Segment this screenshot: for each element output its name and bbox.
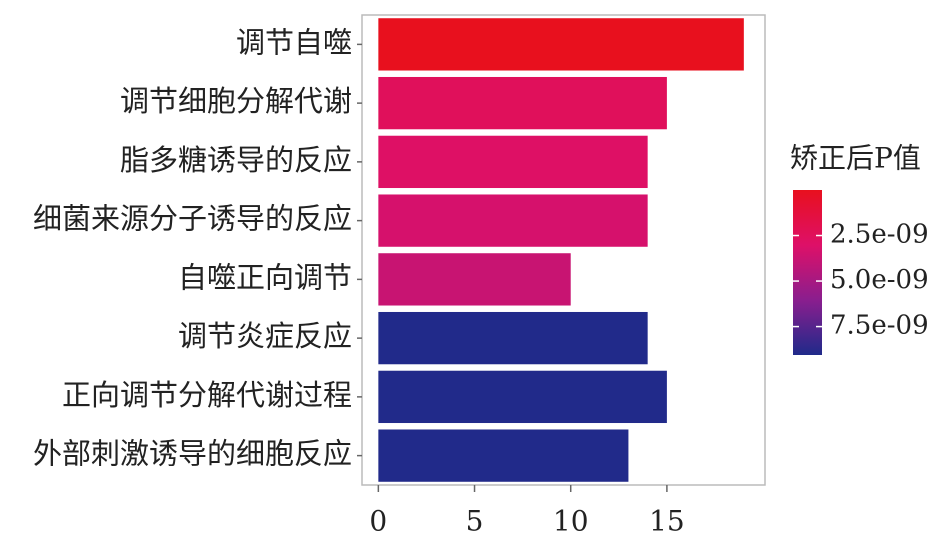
colorbar: [793, 190, 822, 355]
bar: [378, 194, 648, 247]
legend-title: 矫正后P值: [790, 142, 921, 175]
bar: [378, 135, 648, 189]
x-tick-label: 0: [369, 505, 387, 538]
colorbar-tick-label: 5.0e-09: [830, 265, 929, 295]
y-tick-label: 脂多糖诱导的反应: [120, 143, 352, 177]
x-tick-label: 10: [553, 505, 589, 538]
bar: [378, 311, 648, 365]
y-tick-label: 细菌来源分子诱导的反应: [33, 202, 352, 236]
y-tick-label: 自噬正向调节: [178, 260, 352, 294]
bar: [378, 253, 571, 306]
x-tick-label: 15: [649, 505, 685, 538]
y-tick-label: 调节自噬: [236, 25, 352, 59]
bar: [378, 429, 629, 482]
y-tick-label: 外部刺激诱导的细胞反应: [33, 437, 352, 471]
bar: [378, 76, 667, 130]
x-tick-label: 5: [466, 505, 484, 538]
bar: [378, 18, 744, 71]
colorbar-tick-label: 2.5e-09: [830, 220, 929, 250]
y-tick-label: 正向调节分解代谢过程: [62, 378, 352, 412]
colorbar-tick-label: 7.5e-09: [830, 311, 929, 341]
y-tick-label: 调节炎症反应: [178, 319, 352, 353]
bar: [378, 370, 667, 424]
y-tick-label: 调节细胞分解代谢: [120, 84, 352, 118]
